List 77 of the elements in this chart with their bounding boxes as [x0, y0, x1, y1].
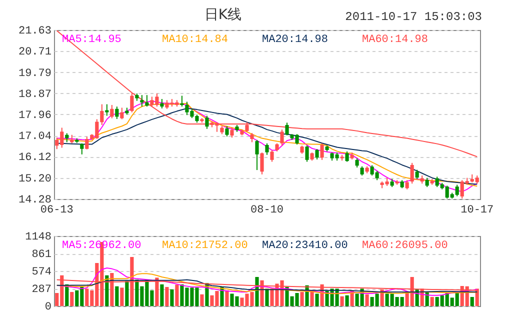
x-tick-label: 10-17 [460, 204, 494, 216]
candlestick [315, 148, 319, 160]
text: MA60:26095.00 [362, 240, 448, 252]
candlestick [285, 122, 289, 136]
bar [170, 289, 174, 306]
candlestick [345, 150, 349, 162]
candlestick [115, 106, 119, 120]
candlestick [130, 92, 134, 113]
candlestick [230, 126, 234, 138]
y-tick-label: 574 [32, 266, 52, 278]
y-tick-label: 18.87 [18, 88, 52, 101]
candlestick [405, 180, 409, 190]
y-tick-label: 21.63 [18, 26, 52, 38]
candlestick [255, 139, 259, 171]
candlestick [280, 129, 284, 146]
candlestick [355, 158, 359, 168]
candlestick [305, 145, 309, 162]
candlestick [145, 94, 149, 108]
bar [470, 296, 474, 306]
y-tick-label: 20.71 [18, 46, 52, 59]
bar [115, 286, 119, 306]
bar [70, 292, 74, 306]
bar [165, 286, 169, 306]
bar [365, 294, 369, 306]
bar [120, 288, 124, 306]
y-tick-label: 17.96 [18, 110, 52, 122]
bar [225, 290, 229, 306]
line-series [56, 30, 478, 158]
text: 2011-10-17 15:03:03 [345, 10, 482, 24]
candlestick [245, 122, 249, 132]
bar [340, 296, 344, 306]
y-tick-label: 15.20 [18, 173, 52, 186]
text: MA10:14.84 [162, 34, 228, 46]
y-tick-label: 0 [44, 302, 52, 314]
text: MA10:21752.00 [162, 240, 248, 252]
candlestick [160, 98, 164, 109]
bar [200, 294, 204, 306]
candlestick [225, 126, 229, 137]
candlestick [85, 136, 89, 150]
y-tick-label: 861 [32, 249, 52, 261]
y-tick-label: 287 [32, 284, 52, 296]
chart-title: 日K线 [204, 7, 242, 23]
text: MA60:14.98 [362, 34, 428, 46]
candlestick [320, 142, 324, 160]
bar [430, 296, 434, 306]
bar [310, 292, 314, 306]
candlestick [265, 142, 269, 156]
y-tick-label: 16.12 [18, 152, 52, 164]
bar [300, 292, 304, 306]
x-tick-label: 08-10 [250, 204, 284, 216]
y-tick-label: 19.79 [18, 68, 52, 80]
candlestick [250, 132, 254, 143]
x-tick-label: 06-13 [40, 204, 74, 216]
bar [265, 288, 269, 306]
candlestick [425, 177, 429, 188]
bar [175, 284, 179, 306]
y-tick-label: 1148 [25, 232, 52, 244]
candlestick [105, 104, 109, 116]
candlestick [80, 142, 84, 155]
y-tick-label: 14.28 [18, 194, 52, 206]
candlestick [110, 104, 114, 119]
candlestick [415, 169, 419, 180]
text: MA20:14.98 [262, 34, 328, 46]
bar [125, 281, 129, 306]
candlestick [410, 162, 414, 184]
candlestick [270, 150, 274, 162]
text: MA20:23410.00 [262, 240, 348, 252]
candlestick [260, 152, 264, 175]
candlestick [140, 94, 144, 108]
candlestick [360, 166, 364, 176]
candlestick [120, 107, 124, 120]
bar [315, 294, 319, 306]
bar [160, 284, 164, 306]
bar [345, 295, 349, 306]
y-tick-label: 17.04 [18, 131, 52, 144]
candlestick [180, 95, 184, 108]
candlestick [205, 115, 209, 130]
